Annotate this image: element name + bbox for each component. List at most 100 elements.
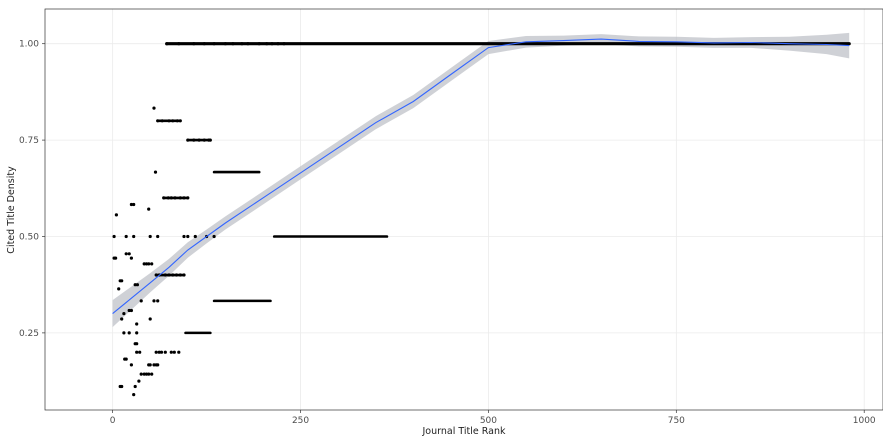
data-point xyxy=(212,42,216,46)
data-point xyxy=(148,317,152,321)
data-point xyxy=(167,273,171,277)
data-point xyxy=(112,234,116,239)
y-axis-title: Cited Title Density xyxy=(6,166,17,254)
data-point xyxy=(257,42,261,46)
data-point xyxy=(137,379,141,383)
data-point xyxy=(127,252,131,256)
data-point xyxy=(124,234,128,239)
data-point xyxy=(178,196,182,200)
panel-border xyxy=(44,8,883,411)
data-point xyxy=(135,342,139,346)
data-point xyxy=(186,234,190,239)
data-point xyxy=(172,350,176,354)
data-point xyxy=(178,273,182,277)
data-point xyxy=(129,363,133,367)
x-tick-label: 250 xyxy=(292,416,309,426)
data-point xyxy=(144,262,149,266)
data-point xyxy=(167,119,171,123)
data-point xyxy=(156,363,160,367)
y-tick-label: 0.75 xyxy=(19,136,39,146)
axis-ticks: 0 250 500 750 1000 0.25 0.50 0.75 1.00 xyxy=(19,40,876,426)
data-point xyxy=(240,42,244,46)
data-point xyxy=(120,384,124,389)
data-point xyxy=(129,202,133,207)
data-point xyxy=(127,331,131,335)
data-point xyxy=(173,196,177,200)
data-point xyxy=(135,350,139,354)
data-point xyxy=(138,350,142,354)
data-point xyxy=(208,138,212,142)
data-point xyxy=(159,350,164,354)
data-point xyxy=(276,42,280,46)
data-point xyxy=(163,273,167,277)
data-point xyxy=(177,350,181,354)
x-tick-label: 1000 xyxy=(853,416,876,426)
data-point xyxy=(178,119,182,123)
confidence-band xyxy=(112,32,850,328)
data-point xyxy=(133,283,137,287)
data-point xyxy=(147,207,151,211)
data-point xyxy=(202,42,206,46)
data-point xyxy=(117,287,121,291)
data-point xyxy=(139,299,143,303)
data-point xyxy=(133,384,137,389)
data-point xyxy=(171,119,175,123)
data-point xyxy=(135,283,139,287)
y-tick-label: 0.25 xyxy=(19,329,39,339)
data-point xyxy=(150,262,154,266)
data-point xyxy=(186,196,190,200)
data-point xyxy=(120,279,124,283)
data-point xyxy=(124,357,128,361)
data-point xyxy=(147,262,151,266)
data-point xyxy=(193,234,197,239)
data-point xyxy=(182,273,186,277)
data-point xyxy=(127,308,131,313)
data-point xyxy=(157,350,161,354)
data-point xyxy=(147,372,151,376)
data-point xyxy=(150,372,154,376)
data-point xyxy=(135,322,139,326)
x-axis-title: Journal Title Rank xyxy=(422,426,506,437)
data-point xyxy=(171,273,175,277)
data-point xyxy=(129,308,133,313)
data-point xyxy=(122,331,126,335)
data-points xyxy=(112,42,851,397)
data-point xyxy=(175,119,179,123)
data-point xyxy=(156,234,160,239)
x-tick-label: 750 xyxy=(668,416,685,426)
data-point xyxy=(156,299,160,303)
data-point xyxy=(197,138,201,142)
data-point xyxy=(192,138,196,142)
data-point xyxy=(169,196,173,200)
confidence-band-group xyxy=(112,32,850,328)
data-point xyxy=(154,350,158,354)
data-point xyxy=(270,42,274,46)
data-point xyxy=(153,170,158,174)
data-point xyxy=(154,273,158,277)
data-point xyxy=(182,234,186,239)
data-point xyxy=(122,312,126,316)
data-point xyxy=(132,393,136,397)
data-point xyxy=(144,372,149,376)
data-point xyxy=(135,331,139,335)
data-point xyxy=(114,256,118,260)
data-point xyxy=(165,42,169,46)
data-point xyxy=(212,234,216,239)
data-point xyxy=(166,196,170,200)
data-point xyxy=(192,42,196,46)
data-point xyxy=(129,256,133,260)
smooth-line-group xyxy=(112,38,850,315)
data-point xyxy=(132,234,136,239)
x-tick-label: 0 xyxy=(110,416,116,426)
data-point xyxy=(139,372,143,376)
data-point xyxy=(152,299,156,303)
data-point xyxy=(169,350,173,354)
data-point xyxy=(160,119,164,123)
data-point xyxy=(132,202,136,207)
data-point xyxy=(120,317,124,321)
data-point xyxy=(152,106,156,110)
data-point xyxy=(152,363,156,367)
data-point xyxy=(177,42,181,46)
